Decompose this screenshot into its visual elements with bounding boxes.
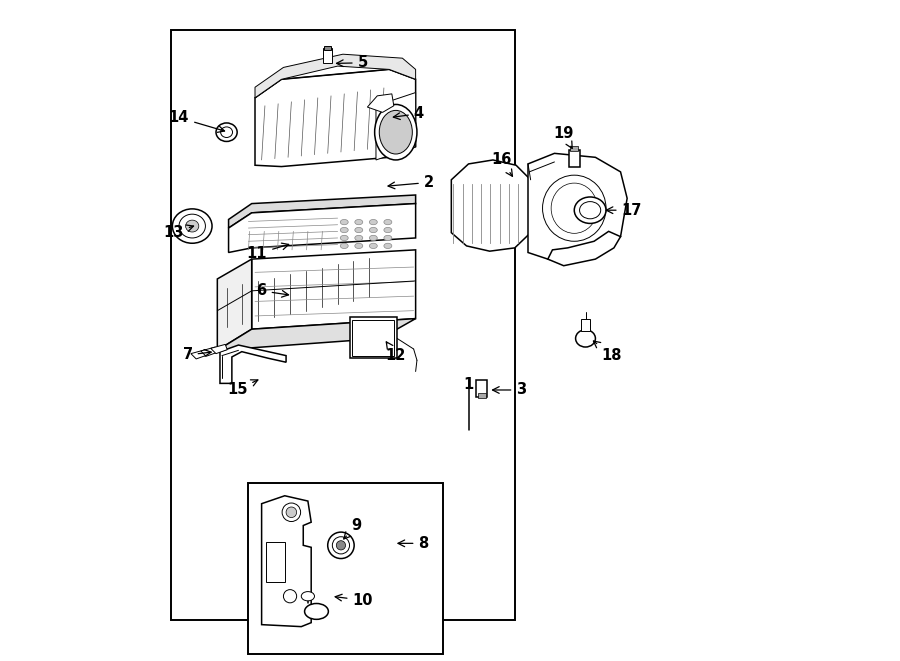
Polygon shape xyxy=(262,496,311,627)
Polygon shape xyxy=(229,204,416,253)
Ellipse shape xyxy=(302,592,314,601)
Text: 1: 1 xyxy=(464,377,473,392)
Text: 14: 14 xyxy=(169,110,225,132)
Ellipse shape xyxy=(369,227,377,233)
Text: 2: 2 xyxy=(388,175,434,190)
Polygon shape xyxy=(217,259,252,350)
Text: 13: 13 xyxy=(164,225,194,240)
Ellipse shape xyxy=(304,603,328,619)
Ellipse shape xyxy=(574,197,606,223)
Ellipse shape xyxy=(216,123,238,141)
Ellipse shape xyxy=(286,507,297,518)
Text: 3: 3 xyxy=(492,383,526,397)
Polygon shape xyxy=(252,250,416,329)
Text: 18: 18 xyxy=(593,341,622,363)
Bar xyxy=(580,319,590,330)
Polygon shape xyxy=(217,319,416,350)
Ellipse shape xyxy=(384,227,392,233)
Ellipse shape xyxy=(379,110,412,154)
Polygon shape xyxy=(451,160,531,251)
Ellipse shape xyxy=(369,219,377,225)
Text: 6: 6 xyxy=(256,284,289,298)
Text: 17: 17 xyxy=(607,203,642,217)
Polygon shape xyxy=(548,231,620,266)
Text: 12: 12 xyxy=(385,342,406,363)
Ellipse shape xyxy=(384,243,392,249)
Text: 19: 19 xyxy=(554,126,574,149)
Polygon shape xyxy=(191,350,207,359)
Polygon shape xyxy=(255,69,416,167)
Ellipse shape xyxy=(355,243,363,249)
Polygon shape xyxy=(367,94,394,112)
Ellipse shape xyxy=(337,541,346,550)
Ellipse shape xyxy=(220,127,232,137)
Ellipse shape xyxy=(340,243,348,249)
Bar xyxy=(569,150,580,167)
Polygon shape xyxy=(201,347,217,356)
Text: 4: 4 xyxy=(393,106,424,121)
Ellipse shape xyxy=(576,330,596,347)
Bar xyxy=(266,542,284,582)
Text: 9: 9 xyxy=(344,518,361,539)
Ellipse shape xyxy=(328,532,355,559)
Ellipse shape xyxy=(551,183,598,233)
Text: 8: 8 xyxy=(398,536,428,551)
Bar xyxy=(476,380,487,397)
Ellipse shape xyxy=(282,503,301,522)
Polygon shape xyxy=(229,195,416,228)
Ellipse shape xyxy=(369,243,377,249)
Bar xyxy=(478,393,486,398)
Ellipse shape xyxy=(374,104,417,160)
Ellipse shape xyxy=(355,219,363,225)
Ellipse shape xyxy=(355,227,363,233)
Bar xyxy=(171,30,515,620)
Text: 7: 7 xyxy=(183,348,212,362)
Text: 5: 5 xyxy=(337,56,368,70)
Ellipse shape xyxy=(384,235,392,241)
Ellipse shape xyxy=(340,227,348,233)
Ellipse shape xyxy=(332,537,349,554)
Ellipse shape xyxy=(173,209,212,243)
Polygon shape xyxy=(255,54,416,98)
Polygon shape xyxy=(376,93,416,160)
Bar xyxy=(349,317,397,358)
Bar xyxy=(352,320,394,356)
Polygon shape xyxy=(528,153,627,263)
Ellipse shape xyxy=(384,219,392,225)
Text: 15: 15 xyxy=(227,380,258,397)
Ellipse shape xyxy=(355,235,363,241)
Bar xyxy=(571,146,578,151)
Text: 10: 10 xyxy=(335,593,373,607)
Polygon shape xyxy=(211,344,227,354)
Bar xyxy=(248,483,444,654)
Ellipse shape xyxy=(179,214,205,238)
Bar xyxy=(323,48,332,63)
Ellipse shape xyxy=(340,235,348,241)
Bar xyxy=(324,46,331,50)
Ellipse shape xyxy=(580,202,600,219)
Polygon shape xyxy=(220,345,286,383)
Ellipse shape xyxy=(369,235,377,241)
Ellipse shape xyxy=(340,219,348,225)
Ellipse shape xyxy=(284,590,297,603)
Text: 11: 11 xyxy=(247,243,289,261)
Ellipse shape xyxy=(543,175,606,241)
Ellipse shape xyxy=(185,220,199,232)
Text: 16: 16 xyxy=(491,153,512,176)
